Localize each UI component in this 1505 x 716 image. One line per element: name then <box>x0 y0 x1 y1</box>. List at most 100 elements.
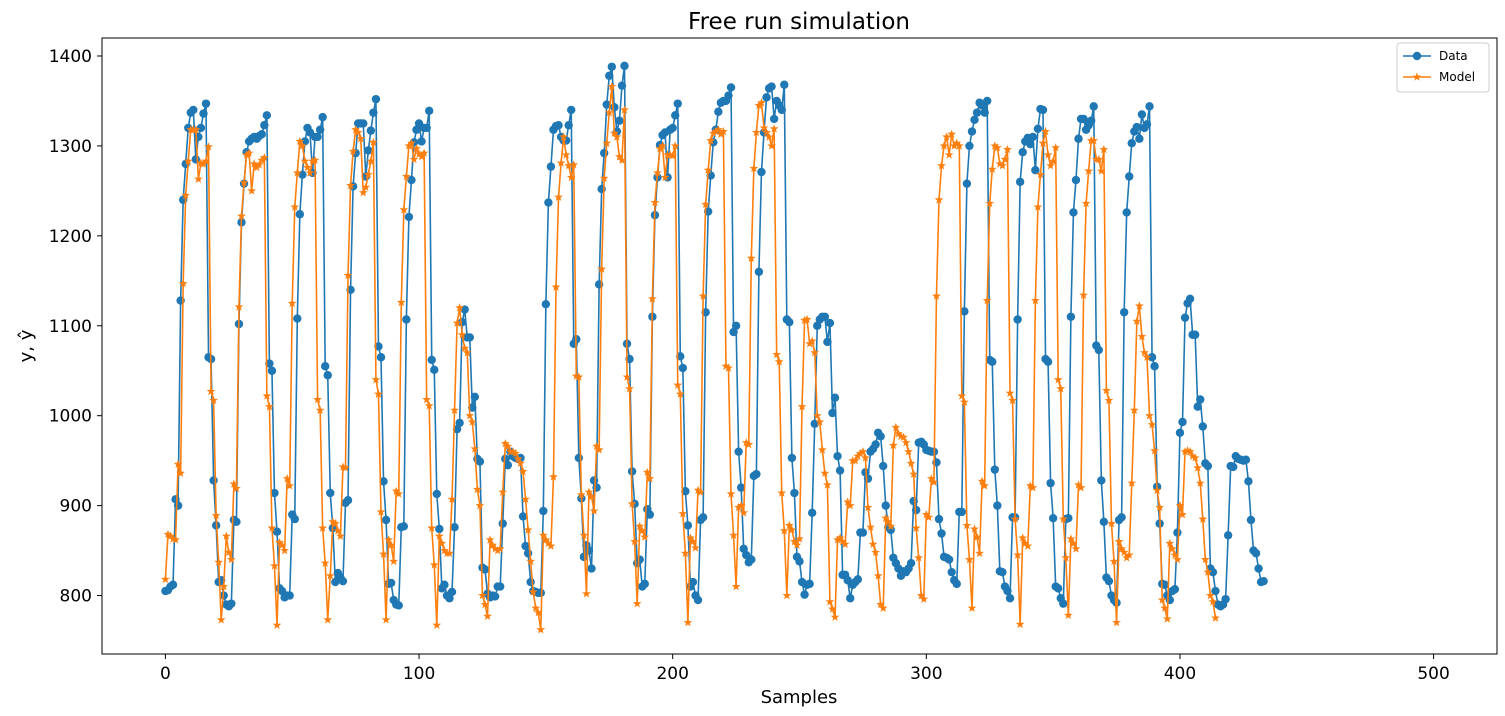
model-point <box>206 386 216 396</box>
model-point <box>648 294 657 303</box>
data-point <box>947 567 956 577</box>
model-point <box>1056 384 1066 393</box>
model-point <box>221 531 231 540</box>
model-point <box>716 129 726 138</box>
data-point <box>475 457 485 466</box>
model-point <box>328 517 338 526</box>
model-point <box>1119 547 1129 557</box>
model-point <box>412 144 421 153</box>
data-point <box>381 515 391 525</box>
model-point <box>528 587 538 596</box>
model-point <box>518 466 528 476</box>
model-point <box>858 447 868 456</box>
model-point <box>609 128 619 138</box>
model-point <box>582 589 591 598</box>
model-point <box>807 336 817 345</box>
model-point <box>211 510 221 520</box>
model-point <box>1150 446 1159 455</box>
model-point <box>703 165 713 174</box>
data-point <box>470 392 480 402</box>
model-point <box>407 138 416 147</box>
data-point <box>810 419 819 428</box>
data-point <box>1145 102 1154 111</box>
model-point <box>363 170 373 179</box>
model-point <box>876 599 886 609</box>
model-point <box>939 141 949 150</box>
model-point <box>1173 554 1182 564</box>
data-point <box>934 514 944 524</box>
model-point <box>455 303 464 312</box>
data-point <box>1005 594 1015 603</box>
legend-marker <box>1412 51 1422 61</box>
model-point <box>1104 395 1114 405</box>
model-point <box>424 401 434 410</box>
model-point <box>932 291 941 300</box>
data-point <box>825 318 835 328</box>
data-point <box>1079 114 1088 124</box>
model-point <box>1089 135 1099 145</box>
data-point <box>853 575 863 584</box>
data-point <box>1064 514 1073 523</box>
model-point <box>840 539 850 549</box>
model-point <box>1018 533 1028 542</box>
model-point <box>625 384 634 393</box>
model-point <box>792 540 802 549</box>
model-point <box>1188 451 1198 460</box>
model-point <box>287 298 297 308</box>
data-point <box>1013 315 1022 324</box>
data-point <box>521 541 530 551</box>
model-point <box>574 372 584 381</box>
model-point <box>604 108 614 117</box>
model-point <box>483 611 492 620</box>
model-point <box>259 153 269 162</box>
data-point <box>1054 584 1063 593</box>
series-layer <box>161 61 1268 634</box>
model-point <box>658 141 667 150</box>
data-point <box>546 162 556 171</box>
model-point <box>275 537 284 547</box>
data-point <box>460 305 469 314</box>
model-point <box>772 349 782 359</box>
data-point <box>835 466 845 475</box>
data-point <box>1059 599 1068 608</box>
data-point <box>452 424 462 434</box>
data-point <box>906 558 916 568</box>
model-point <box>343 270 353 280</box>
data-point <box>209 476 218 485</box>
data-point <box>326 488 335 498</box>
data-point <box>541 299 551 309</box>
model-point <box>741 438 751 447</box>
data-point <box>262 111 272 120</box>
model-point <box>921 510 931 519</box>
model-point <box>1031 295 1040 305</box>
model-point <box>1203 567 1213 576</box>
model-point <box>871 547 880 557</box>
data-point <box>1246 515 1256 525</box>
model-point <box>620 105 629 114</box>
model-point <box>1155 502 1165 512</box>
model-point <box>1041 126 1050 136</box>
model-point <box>967 603 977 612</box>
model-point <box>757 98 766 107</box>
model-point <box>1102 385 1111 395</box>
model-point <box>830 612 840 621</box>
data-point <box>944 555 954 564</box>
model-point <box>683 617 693 627</box>
model-point <box>1096 166 1106 175</box>
data-point <box>1086 116 1096 125</box>
data-point <box>417 137 426 146</box>
model-point <box>1135 301 1144 310</box>
model-point <box>298 141 307 150</box>
data-point <box>424 106 434 116</box>
model-point <box>1033 202 1043 211</box>
model-point <box>711 126 721 136</box>
model-point <box>325 571 335 580</box>
model-point <box>209 395 218 405</box>
data-point <box>1015 177 1025 187</box>
model-point <box>947 129 957 138</box>
data-point <box>498 519 507 528</box>
data-point <box>754 267 764 277</box>
data-point <box>681 487 690 496</box>
data-point <box>445 594 454 603</box>
model-point <box>229 479 239 488</box>
